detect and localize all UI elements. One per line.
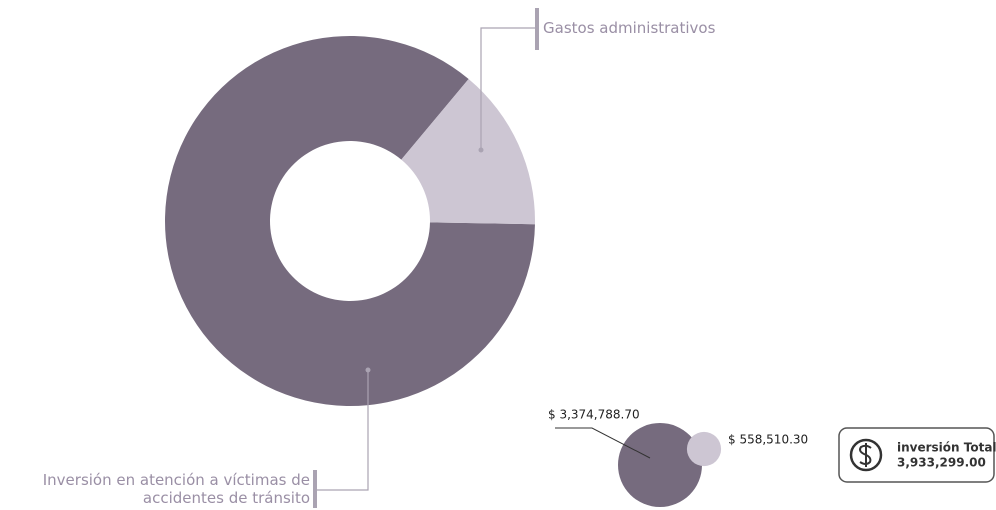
leader-dot: [478, 147, 484, 153]
label-bar: [535, 8, 539, 50]
pie-slice: [165, 35, 535, 407]
leader-line: [316, 370, 369, 491]
dollar-icon: [859, 443, 872, 467]
bubble: [618, 423, 702, 507]
total-value: 3,933,299.00: [897, 456, 986, 470]
total-box: [838, 427, 995, 483]
value-label: $ 558,510.30: [728, 433, 808, 447]
value-label: $ 3,374,788.70: [548, 408, 640, 422]
leader-line: [480, 27, 537, 150]
label-bar: [313, 470, 317, 508]
dollar-icon: [849, 438, 883, 472]
category-label: Inversión en atención a víctimas de acci…: [42, 471, 310, 507]
total-label: inversión Total: [897, 441, 996, 455]
leader-line: [555, 427, 651, 459]
bubble: [686, 431, 722, 467]
leader-dot: [365, 367, 371, 373]
pie-slice: [401, 79, 535, 225]
category-label: Gastos administrativos: [543, 19, 716, 37]
